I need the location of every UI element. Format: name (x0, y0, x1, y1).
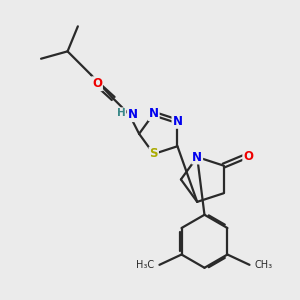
Text: H₃C: H₃C (136, 260, 154, 270)
Text: N: N (128, 108, 138, 121)
Text: CH₃: CH₃ (255, 260, 273, 270)
Text: N: N (192, 151, 202, 164)
Text: N: N (172, 115, 182, 128)
Text: S: S (149, 148, 158, 160)
Text: O: O (92, 77, 102, 90)
Text: O: O (243, 150, 253, 163)
Text: N: N (149, 107, 159, 120)
Text: H: H (117, 108, 125, 118)
